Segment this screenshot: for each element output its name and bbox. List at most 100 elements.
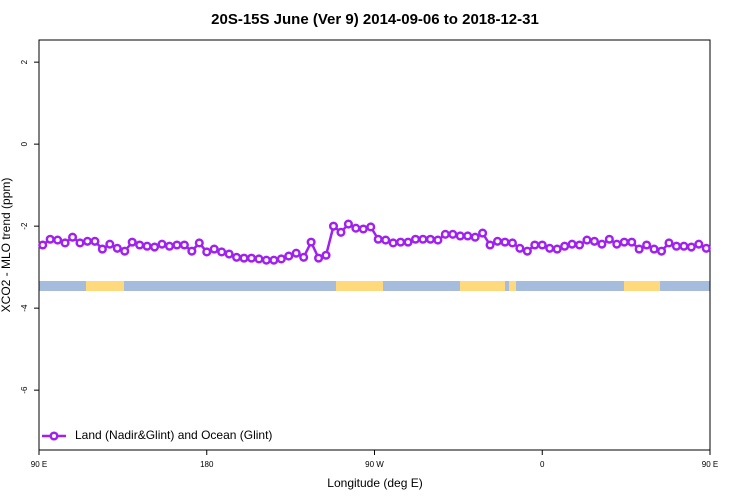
data-point <box>388 238 398 248</box>
data-point <box>500 237 510 247</box>
data-point <box>179 240 189 250</box>
data-point <box>112 243 122 253</box>
land-segment <box>460 281 505 291</box>
data-point <box>478 228 488 238</box>
data-point <box>239 253 249 263</box>
data-point <box>381 235 391 245</box>
data-point <box>448 229 458 239</box>
data-point <box>336 227 346 237</box>
data-point <box>60 238 70 248</box>
data-point <box>485 240 495 250</box>
data-point <box>567 239 577 249</box>
data-point <box>366 222 376 232</box>
legend-marker <box>49 431 59 441</box>
x-tick-label: 90 E <box>702 460 718 469</box>
data-point <box>75 238 85 248</box>
data-point <box>671 241 682 251</box>
y-tick-label: -6 <box>20 386 29 394</box>
data-point <box>642 240 652 250</box>
x-axis-title: Longitude (deg E) <box>327 476 422 490</box>
y-axis-title: XCO2 - MLO trend (ppm) <box>0 178 13 313</box>
data-point <box>694 239 704 249</box>
data-point <box>276 254 286 264</box>
data-point <box>560 241 570 251</box>
data-point <box>209 244 219 254</box>
data-point <box>224 249 234 259</box>
data-point <box>410 234 421 244</box>
data-point <box>291 248 301 258</box>
data-point <box>45 234 55 244</box>
legend-label: Land (Nadir&Glint) and Ocean (Glint) <box>75 428 272 442</box>
data-point <box>90 236 100 246</box>
legend: Land (Nadir&Glint) and Ocean (Glint) <box>42 428 272 442</box>
data-point <box>701 243 711 253</box>
data-point <box>649 244 659 254</box>
data-point <box>261 255 271 265</box>
data-point <box>343 219 353 229</box>
data-point <box>321 250 331 260</box>
data-point <box>373 234 383 244</box>
data-point <box>358 224 368 234</box>
data-point <box>679 241 689 251</box>
data-point <box>164 241 175 251</box>
data-point <box>217 247 227 257</box>
data-point <box>470 232 480 242</box>
x-tick-label: 0 <box>540 460 545 469</box>
data-point <box>142 241 152 251</box>
data-point <box>597 239 607 249</box>
data-point <box>202 247 212 257</box>
data-point <box>105 239 115 249</box>
data-point <box>604 234 614 244</box>
data-point <box>552 244 562 254</box>
data-point <box>403 237 413 247</box>
data-point <box>38 240 48 250</box>
x-tick-label: 90 W <box>365 460 384 469</box>
data-point <box>97 244 107 254</box>
data-point <box>232 252 242 262</box>
data-point <box>187 246 197 256</box>
data-point <box>254 254 264 264</box>
data-point <box>396 237 406 247</box>
y-tick-label: -2 <box>20 222 29 230</box>
y-tick-label: 0 <box>20 141 29 146</box>
data-point <box>150 242 160 252</box>
data-point <box>589 236 599 246</box>
data-point <box>425 234 435 244</box>
data-point <box>68 232 78 242</box>
data-point <box>492 236 503 246</box>
data-point <box>127 237 137 247</box>
land-segment <box>336 281 383 291</box>
data-point <box>314 253 324 263</box>
data-point <box>582 235 592 245</box>
data-point <box>455 231 465 241</box>
x-tick-label: 180 <box>200 460 214 469</box>
data-point <box>619 237 629 247</box>
data-point <box>284 251 294 261</box>
data-point <box>269 255 279 265</box>
land-ocean-strip <box>39 281 710 291</box>
land-segment <box>509 281 516 291</box>
data-point <box>306 237 316 247</box>
data-point <box>351 223 361 233</box>
data-point <box>246 253 257 263</box>
data-point <box>82 236 93 246</box>
data-point <box>537 240 547 250</box>
data-point <box>194 238 204 248</box>
data-point <box>328 221 339 231</box>
data-point <box>627 237 637 247</box>
data-point <box>120 246 130 256</box>
data-point <box>545 243 555 253</box>
x-tick-label: 90 E <box>31 460 47 469</box>
data-point <box>664 238 674 248</box>
data-point <box>686 242 696 252</box>
data-point <box>574 240 585 250</box>
data-point <box>53 235 63 245</box>
data-point <box>172 240 182 250</box>
data-point <box>299 252 309 262</box>
data-point <box>135 240 145 250</box>
data-point <box>157 239 167 249</box>
data-point <box>656 246 667 256</box>
data-point <box>418 234 428 244</box>
data-point <box>522 246 532 256</box>
